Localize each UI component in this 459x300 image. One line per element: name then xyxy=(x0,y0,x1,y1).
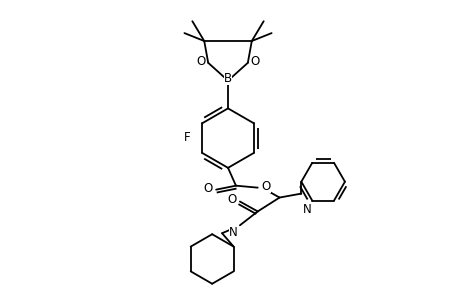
Text: B: B xyxy=(224,72,232,85)
Text: O: O xyxy=(202,182,212,195)
Text: F: F xyxy=(183,130,190,144)
Text: O: O xyxy=(227,193,236,206)
Text: O: O xyxy=(196,55,205,68)
Text: N: N xyxy=(229,226,237,239)
Text: N: N xyxy=(302,202,311,216)
Text: O: O xyxy=(261,180,270,193)
Text: O: O xyxy=(250,55,259,68)
